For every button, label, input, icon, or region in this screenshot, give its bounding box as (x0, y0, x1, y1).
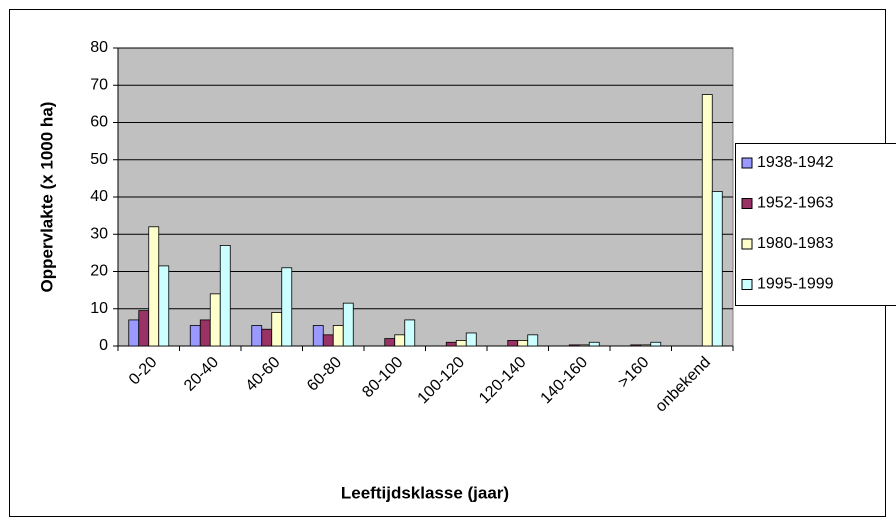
bar (199, 319, 211, 347)
y-tick-label: 10 (90, 300, 108, 317)
legend-box (735, 143, 896, 306)
bar (251, 325, 263, 347)
bar (404, 319, 416, 347)
bar (189, 325, 201, 347)
bar (630, 344, 642, 347)
y-tick-label: 60 (90, 114, 108, 131)
bar (578, 344, 590, 347)
bar (445, 341, 457, 347)
bar (455, 340, 467, 347)
legend-swatch (741, 157, 753, 169)
y-tick-label: 40 (90, 188, 108, 205)
y-tick-label: 20 (90, 263, 108, 280)
bar (527, 334, 539, 347)
legend-label: 1980-1983 (757, 235, 834, 252)
bar (312, 325, 324, 347)
bar (342, 302, 354, 347)
y-tick-label: 70 (90, 76, 108, 93)
bar (650, 341, 662, 347)
bar (219, 245, 231, 347)
bar (332, 325, 344, 347)
legend-label: 1938-1942 (757, 154, 834, 171)
bar (465, 332, 477, 347)
bar (588, 341, 600, 347)
bar (394, 334, 406, 347)
legend-swatch (741, 238, 753, 250)
bar (640, 344, 652, 347)
bar (568, 344, 580, 347)
y-tick-label: 30 (90, 225, 108, 242)
y-tick-label: 50 (90, 151, 108, 168)
x-axis-title: Leeftijdsklasse (jaar) (341, 483, 509, 502)
bar (158, 265, 170, 347)
legend-swatch (741, 198, 753, 209)
bar (507, 340, 519, 347)
bar (701, 94, 713, 347)
bar (138, 310, 150, 347)
y-tick-label: 80 (90, 39, 108, 56)
bar (322, 334, 334, 347)
legend-label: 1952-1963 (757, 195, 834, 212)
bar (271, 312, 283, 347)
bar (128, 319, 140, 347)
bar (711, 191, 723, 347)
legend-swatch (741, 279, 753, 290)
bar (384, 338, 396, 347)
legend-label: 1995-1999 (757, 276, 834, 293)
bar (261, 328, 273, 347)
bar (281, 267, 293, 347)
bar (148, 226, 160, 347)
bar (517, 340, 529, 347)
y-axis-title: Oppervlakte (x 1000 ha) (37, 102, 56, 293)
y-tick-label: 0 (99, 337, 108, 354)
bar (209, 293, 221, 347)
